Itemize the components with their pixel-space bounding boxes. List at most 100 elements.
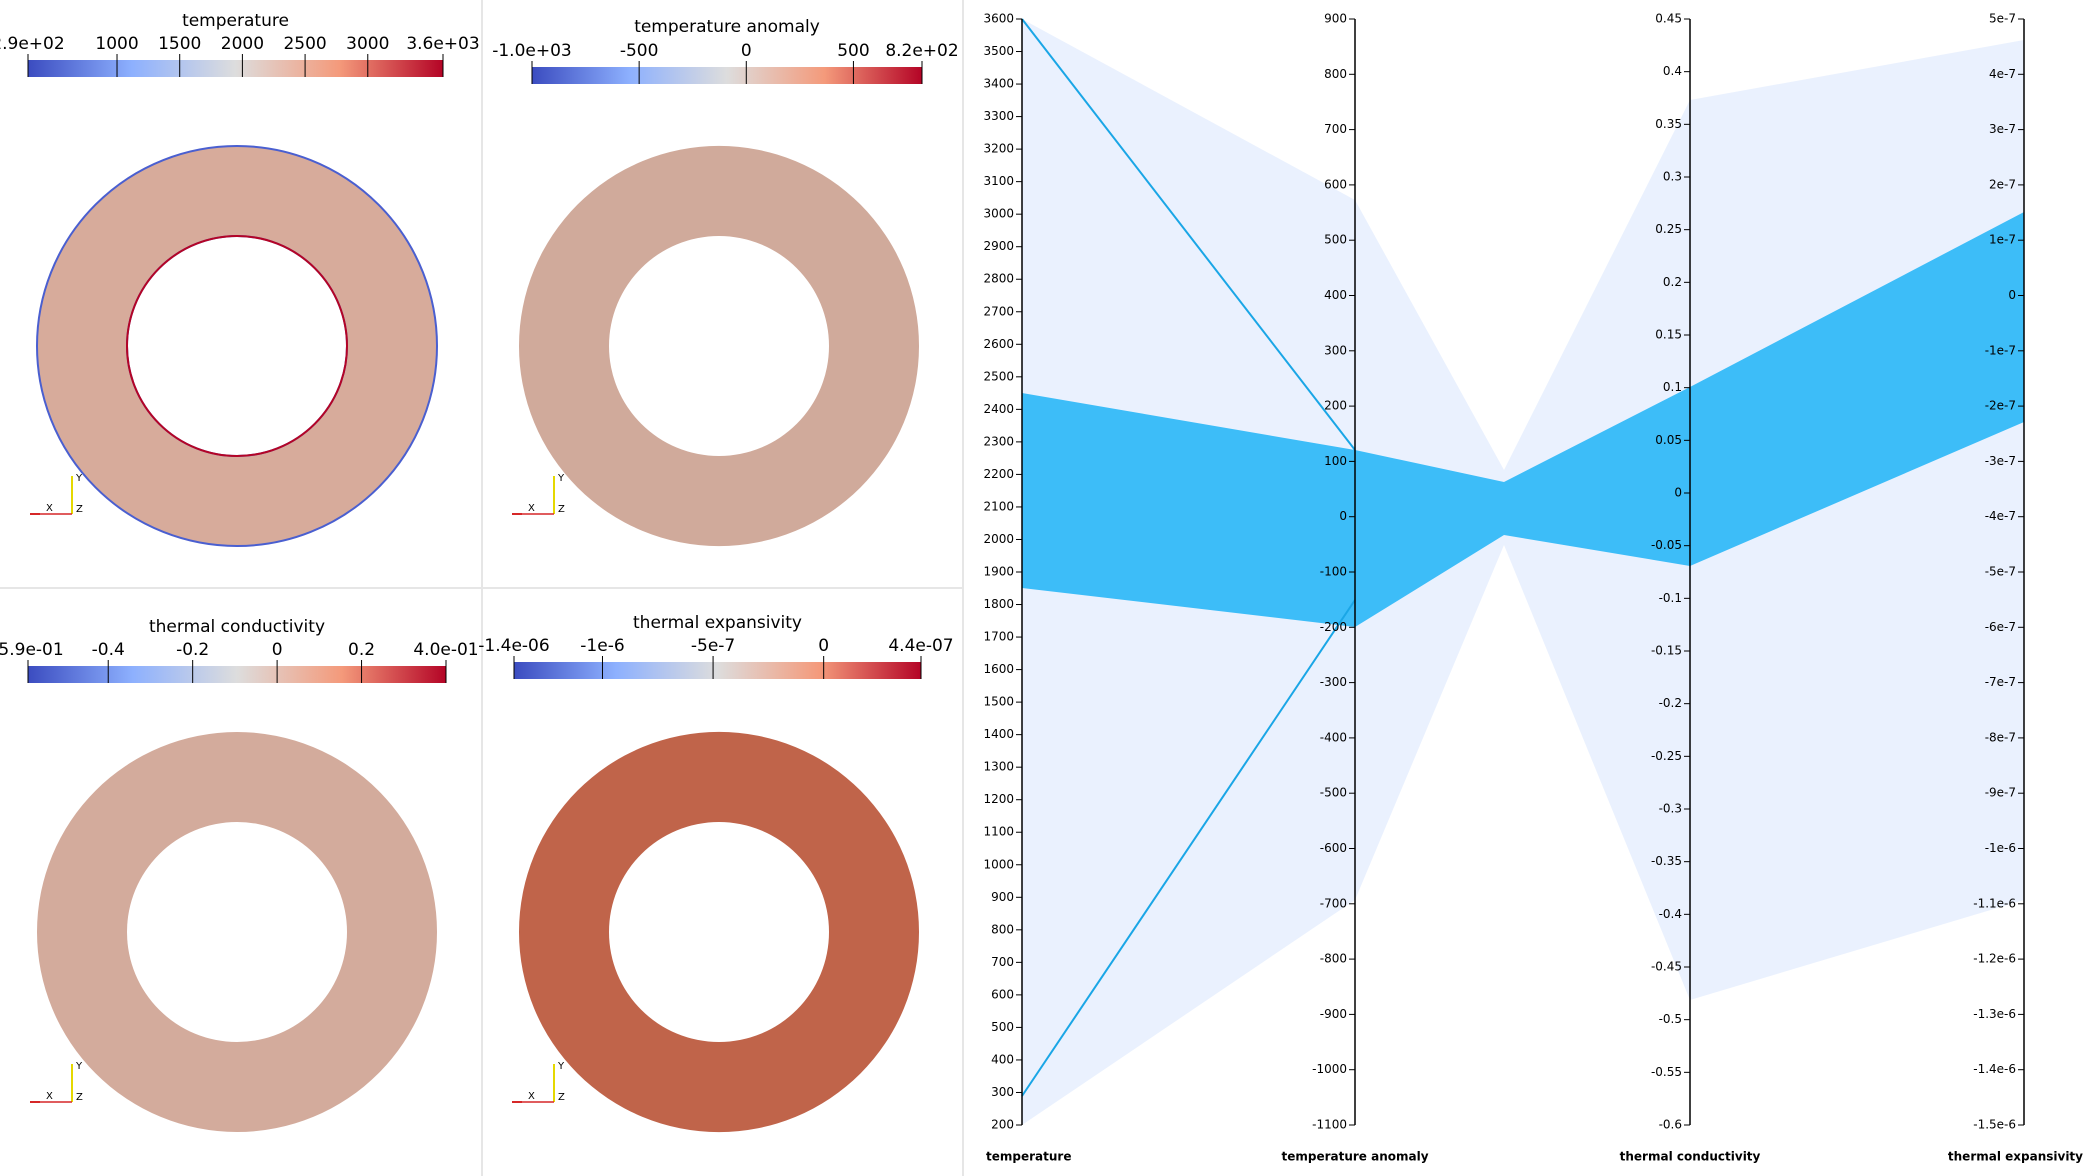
axis-tick-label: -0.1 bbox=[1659, 591, 1682, 605]
axis-tick-label: 3e-7 bbox=[1989, 122, 2016, 136]
axis-tick-label: 300 bbox=[991, 1085, 1014, 1099]
triad-label: X bbox=[528, 1091, 535, 1102]
axis-tick-label: 2700 bbox=[983, 304, 1014, 318]
colorbar-tick-label: 2500 bbox=[283, 34, 326, 54]
triad-label: X bbox=[46, 1091, 53, 1102]
triad-label: Y bbox=[557, 1061, 565, 1072]
axis-tick-label: -1100 bbox=[1312, 1118, 1347, 1132]
axis-tick-label: 2800 bbox=[983, 272, 1014, 286]
colorbar-title: temperature anomaly bbox=[634, 17, 820, 37]
colorbar-tick-label: -500 bbox=[620, 41, 659, 61]
axis-label: temperature bbox=[986, 1150, 1071, 1164]
axis-tick-label: -0.2 bbox=[1659, 696, 1682, 710]
axis-tick-label: -0.35 bbox=[1651, 854, 1682, 868]
axis-tick-label: 1500 bbox=[983, 695, 1014, 709]
axis-tick-label: 1100 bbox=[983, 825, 1014, 839]
axis-tick-label: 600 bbox=[991, 987, 1014, 1001]
axis-tick-label: 700 bbox=[1324, 122, 1347, 136]
colorbar-tick-label: 0 bbox=[741, 41, 752, 61]
colorbar-title: temperature bbox=[182, 11, 289, 31]
axis-tick-label: 2100 bbox=[983, 499, 1014, 513]
axis-tick-label: -6e-7 bbox=[1985, 620, 2016, 634]
triad-label: X bbox=[46, 503, 53, 514]
axis-tick-label: -2e-7 bbox=[1985, 399, 2016, 413]
axis-tick-label: 0.2 bbox=[1663, 275, 1682, 289]
axis-tick-label: 800 bbox=[991, 922, 1014, 936]
axis-tick-label: 1000 bbox=[983, 857, 1014, 871]
axis-tick-label: 2500 bbox=[983, 369, 1014, 383]
axis-tick-label: 3400 bbox=[983, 77, 1014, 91]
axis-tick-label: -1.2e-6 bbox=[1973, 952, 2016, 966]
colorbar-tick-label: -0.4 bbox=[92, 640, 125, 660]
axis-tick-label: 2200 bbox=[983, 467, 1014, 481]
axis-tick-label: 3200 bbox=[983, 142, 1014, 156]
triad-label: Y bbox=[75, 473, 83, 484]
expansivity-field bbox=[519, 731, 919, 1133]
line-fan bbox=[1022, 19, 2024, 1125]
axis-tick-label: 1700 bbox=[983, 630, 1014, 644]
axis-tick-label: -0.25 bbox=[1651, 749, 1682, 763]
colorbar-range-label: 4.0e-01 bbox=[413, 640, 478, 660]
axis-tick-label: -800 bbox=[1320, 952, 1347, 966]
axis-tick-label: -1.3e-6 bbox=[1973, 1007, 2016, 1021]
colorbar-range-label: 2.9e+02 bbox=[0, 34, 65, 54]
parallel-lines bbox=[1021, 18, 2024, 1125]
axis-tick-label: 3600 bbox=[983, 12, 1014, 26]
axis-tick-label: -400 bbox=[1320, 730, 1347, 744]
axis-tick-label: 500 bbox=[1324, 233, 1347, 247]
colorbar-range-label: 8.2e+02 bbox=[885, 41, 958, 61]
axis-tick-label: -300 bbox=[1320, 675, 1347, 689]
colorbar-tick-label: 2000 bbox=[221, 34, 264, 54]
axis-tick-label: -3e-7 bbox=[1985, 454, 2016, 468]
axis-tick-label: 2300 bbox=[983, 434, 1014, 448]
axis-tick-label: -100 bbox=[1320, 565, 1347, 579]
axis-tick-label: -0.15 bbox=[1651, 644, 1682, 658]
axis-tick-label: 900 bbox=[1324, 12, 1347, 26]
axis-tick-label: 200 bbox=[1324, 399, 1347, 413]
triad-label: Z bbox=[76, 1092, 83, 1103]
axis-tick-label: -0.05 bbox=[1651, 538, 1682, 552]
axis-tick-label: 1600 bbox=[983, 662, 1014, 676]
conductivity-field bbox=[37, 732, 437, 1132]
axis-tick-label: 5e-7 bbox=[1989, 12, 2016, 26]
axis-tick-label: -200 bbox=[1320, 620, 1347, 634]
axis-tick-label: -500 bbox=[1320, 786, 1347, 800]
axis-tick-label: -0.6 bbox=[1659, 1118, 1682, 1132]
colorbar-tick-label: 0 bbox=[272, 640, 283, 660]
axis-tick-label: 700 bbox=[991, 955, 1014, 969]
colorbar bbox=[514, 662, 921, 679]
axis-tick-label: 2400 bbox=[983, 402, 1014, 416]
axis-tick-label: -0.3 bbox=[1659, 802, 1682, 816]
colorbar-tick-label: 500 bbox=[837, 41, 869, 61]
axis-tick-label: 400 bbox=[1324, 288, 1347, 302]
axis-tick-label: 1300 bbox=[983, 760, 1014, 774]
axis-tick-label: 2600 bbox=[983, 337, 1014, 351]
axis-tick-label: 0.1 bbox=[1663, 380, 1682, 394]
axis-label: thermal expansivity bbox=[1948, 1150, 2083, 1164]
axis-tick-label: 0.25 bbox=[1655, 222, 1682, 236]
axis-tick-label: -700 bbox=[1320, 896, 1347, 910]
axis-tick-label: 800 bbox=[1324, 67, 1347, 81]
colorbar-title: thermal expansivity bbox=[633, 613, 802, 633]
colorbar-tick-label: 3000 bbox=[346, 34, 389, 54]
axis-tick-label: 2000 bbox=[983, 532, 1014, 546]
axis-tick-label: -1e-7 bbox=[1985, 343, 2016, 357]
axis-tick-label: 0.45 bbox=[1655, 12, 1682, 26]
colorbar-range-label: -5.9e-01 bbox=[0, 640, 64, 660]
axis-tick-label: 900 bbox=[991, 890, 1014, 904]
axis-tick-label: -1000 bbox=[1312, 1062, 1347, 1076]
colorbar-tick-label: 0.2 bbox=[348, 640, 375, 660]
colorbar-tick-label: 0 bbox=[818, 636, 829, 656]
axis-tick-label: 600 bbox=[1324, 177, 1347, 191]
colorbar bbox=[28, 60, 443, 77]
axis-tick-label: -4e-7 bbox=[1985, 509, 2016, 523]
axis-tick-label: 0.15 bbox=[1655, 328, 1682, 342]
line bbox=[1021, 599, 1356, 1097]
axis-label: thermal conductivity bbox=[1620, 1150, 1761, 1164]
axis-tick-label: 3500 bbox=[983, 44, 1014, 58]
axis-tick-label: -1e-6 bbox=[1985, 841, 2016, 855]
colorbar-tick-label: -5e-7 bbox=[691, 636, 735, 656]
axis-tick-label: 0.3 bbox=[1663, 170, 1682, 184]
triad-label: Y bbox=[75, 1061, 83, 1072]
